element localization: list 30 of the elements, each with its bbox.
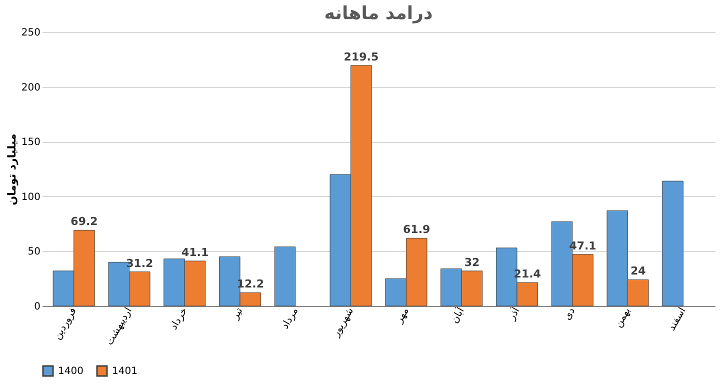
data-label: 69.2 [70, 215, 98, 228]
y-tick-label: 50 [28, 246, 40, 258]
chart-title: درامد ماهانه [324, 3, 433, 24]
x-tick-label: فروردین [52, 306, 80, 342]
legend-label: 1400 [58, 366, 84, 377]
x-tick-label: مهر [394, 306, 412, 326]
y-axis-title: میلیارد تومان [5, 134, 18, 206]
x-tick-label: مرداد [280, 306, 301, 332]
y-tick-label: 150 [21, 137, 40, 148]
x-tick-label: آبان [448, 304, 468, 326]
data-label: 219.5 [344, 50, 379, 64]
data-label: 32 [464, 256, 480, 269]
x-tick-label: تیر [230, 306, 246, 322]
x-tick-label: اردیبهشت [104, 306, 134, 348]
x-tick-label: شهریور [330, 306, 356, 340]
data-label: 24 [630, 264, 646, 278]
x-tick-label: اسفند [666, 306, 688, 333]
legend-label: 1401 [112, 366, 138, 377]
y-tick-label: 0 [34, 302, 40, 312]
y-tick-label: 200 [21, 82, 40, 94]
x-tick-label: دی [562, 306, 578, 322]
y-tick-label: 100 [21, 192, 40, 203]
x-tick-label: خرداد [168, 306, 190, 332]
bar [662, 180, 684, 306]
bar [274, 246, 296, 306]
data-label: 61.9 [403, 223, 430, 236]
x-tick-label: بهمن [613, 306, 633, 330]
y-tick-label: 250 [21, 28, 40, 38]
data-label: 31.2 [126, 256, 154, 270]
data-label: 41.1 [181, 246, 209, 259]
